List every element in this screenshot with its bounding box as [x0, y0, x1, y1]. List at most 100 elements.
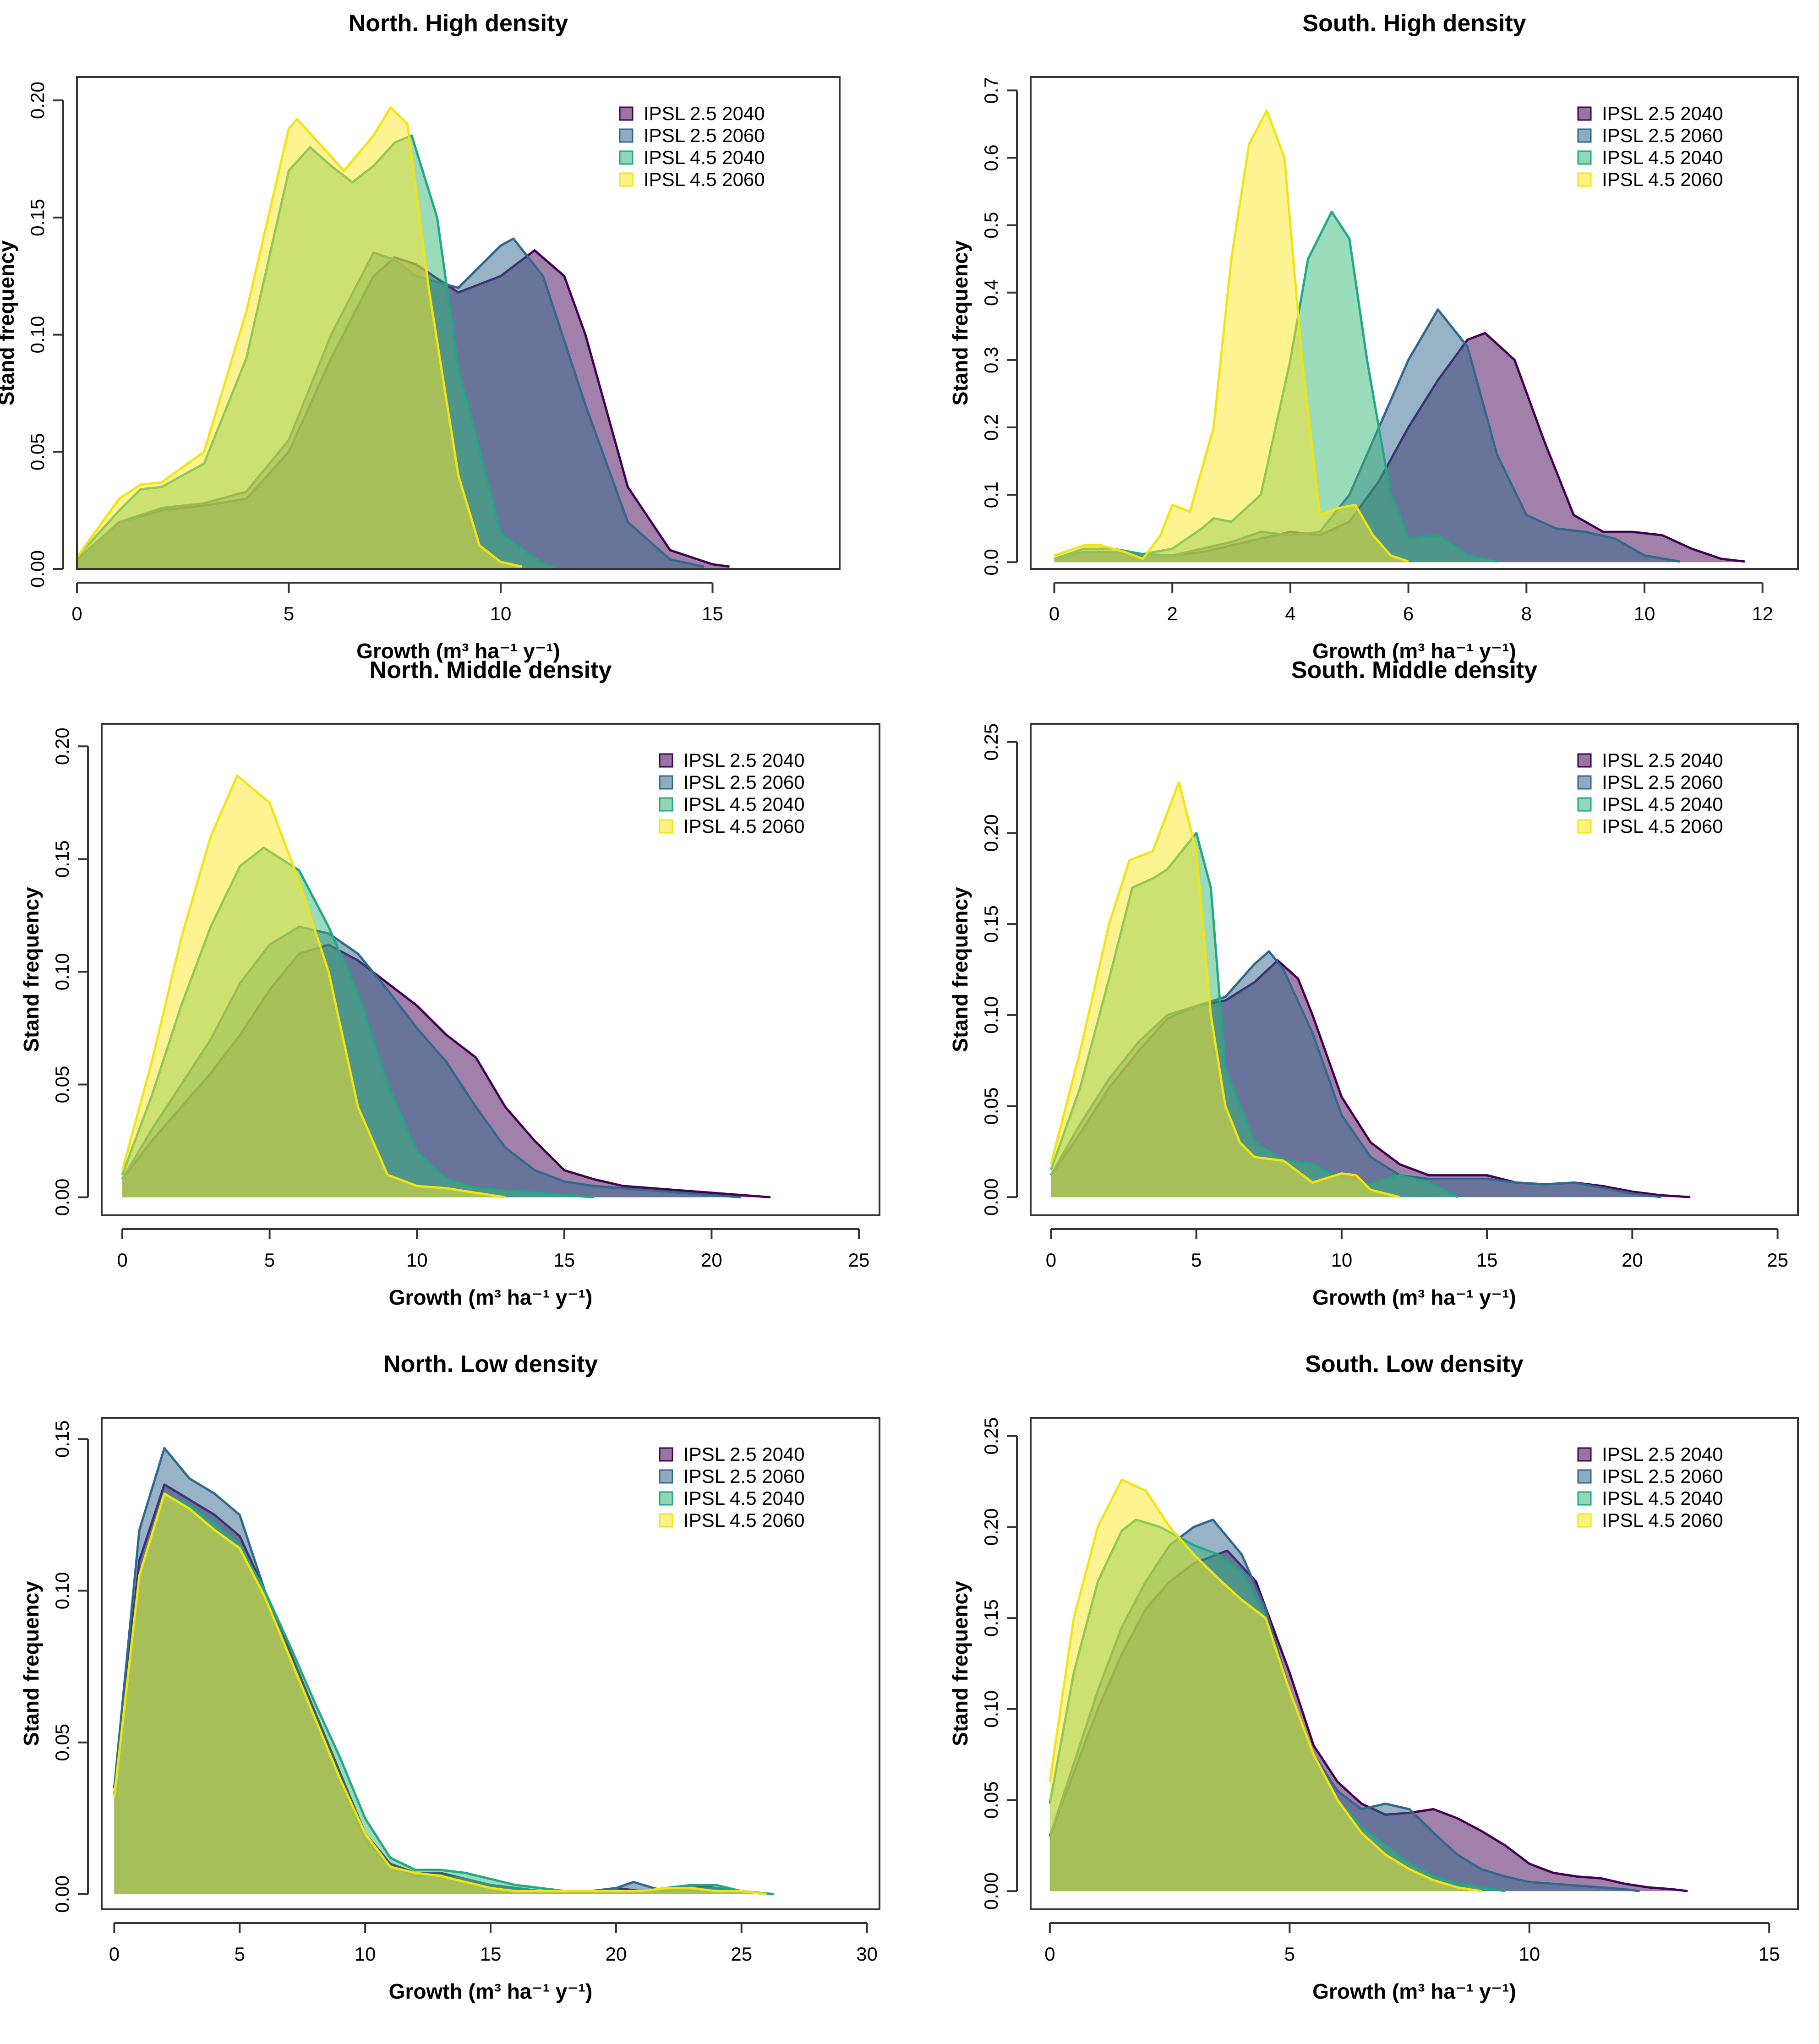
- y-tick-label: 0.4: [980, 279, 1002, 306]
- y-axis-label: Stand frequency: [19, 887, 43, 1052]
- chart-3: North. Middle density 0 5 10 15 20 25 Growth (m…: [19, 657, 880, 1309]
- x-tick-label: 0: [1049, 603, 1060, 624]
- legend-swatch-2: [1577, 775, 1592, 790]
- legend-swatch-3: [1577, 797, 1592, 812]
- legend-label-3: IPSL 4.5 2040: [1602, 1487, 1723, 1509]
- chart-2: South. High density 0 2 4 6 8 10 12 Growth (m³ h…: [948, 10, 1799, 663]
- x-tick-label: 0: [109, 1943, 120, 1965]
- series-line-4: [1049, 1478, 1482, 1892]
- legend-swatch-4: [1577, 819, 1592, 834]
- x-tick-label: 20: [701, 1249, 722, 1271]
- legend-label-3: IPSL 4.5 2040: [683, 793, 805, 815]
- chart-title: North. Middle density: [370, 657, 612, 683]
- y-tick-label: 0.00: [980, 1178, 1002, 1216]
- x-tick-label: 12: [1752, 603, 1773, 624]
- series-area-4: [77, 107, 522, 569]
- x-tick-label: 10: [490, 603, 512, 624]
- y-axis-label: Stand frequency: [0, 240, 18, 405]
- x-tick-label: 5: [1284, 1943, 1295, 1965]
- x-tick-label: 20: [606, 1943, 627, 1965]
- x-tick-label: 15: [480, 1943, 502, 1965]
- legend-swatch-4: [619, 172, 634, 187]
- x-axis-label: Growth (m³ ha⁻¹ y⁻¹): [1312, 1979, 1516, 2003]
- legend-label-4: IPSL 4.5 2060: [683, 815, 805, 837]
- y-tick-label: 0.3: [980, 347, 1002, 373]
- x-tick-label: 25: [731, 1943, 752, 1965]
- x-tick-label: 10: [355, 1943, 376, 1965]
- y-tick-label: 0.7: [980, 77, 1002, 104]
- y-tick-label: 0.20: [51, 727, 73, 765]
- x-tick-label: 8: [1521, 603, 1532, 624]
- legend-label-4: IPSL 4.5 2060: [683, 1509, 805, 1531]
- y-tick-label: 0.15: [980, 1599, 1002, 1637]
- legend-swatch-1: [1577, 106, 1592, 121]
- legend-label-4: IPSL 4.5 2060: [644, 169, 765, 190]
- series-area-4: [1054, 110, 1409, 563]
- legend-label-4: IPSL 4.5 2060: [1602, 169, 1723, 190]
- y-tick-label: 0.10: [51, 953, 73, 991]
- x-tick-label: 0: [1046, 1249, 1056, 1271]
- x-tick-label: 0: [117, 1249, 127, 1271]
- y-tick-label: 0.05: [51, 1066, 73, 1104]
- x-tick-label: 10: [1519, 1943, 1540, 1965]
- x-tick-label: 0: [71, 603, 82, 624]
- legend-label-2: IPSL 2.5 2060: [683, 1465, 805, 1487]
- y-tick-label: 0.05: [27, 433, 48, 470]
- legend-swatch-2: [619, 128, 634, 143]
- x-tick-label: 15: [1476, 1249, 1498, 1271]
- y-tick-label: 0.20: [980, 1508, 1002, 1546]
- chart-title: South. Low density: [1305, 1351, 1524, 1377]
- legend-swatch-3: [659, 797, 673, 812]
- legend-swatch-4: [659, 1513, 673, 1528]
- chart-title: North. Low density: [383, 1351, 598, 1377]
- y-tick-label: 0.10: [980, 1690, 1002, 1728]
- legend-swatch-1: [659, 1447, 673, 1462]
- legend-swatch-4: [659, 819, 673, 834]
- x-tick-label: 10: [406, 1249, 428, 1271]
- legend-swatch-3: [1577, 150, 1592, 165]
- y-tick-label: 0.05: [980, 1088, 1002, 1125]
- x-tick-label: 4: [1285, 603, 1295, 624]
- legend-swatch-4: [1577, 172, 1592, 187]
- y-tick-label: 0.25: [980, 723, 1002, 761]
- plot-frame: [101, 723, 880, 1216]
- y-tick-label: 0.05: [980, 1782, 1002, 1819]
- y-axis-label: Stand frequency: [948, 1581, 972, 1746]
- y-tick-label: 0.15: [51, 1420, 73, 1458]
- x-tick-label: 6: [1403, 603, 1414, 624]
- y-tick-label: 0.05: [51, 1724, 73, 1761]
- legend-label-1: IPSL 2.5 2040: [644, 103, 765, 124]
- legend-swatch-2: [659, 775, 673, 790]
- series-line-4: [1054, 109, 1409, 563]
- x-tick-label: 2: [1167, 603, 1178, 624]
- series-area-4: [122, 776, 506, 1197]
- y-tick-label: 0.00: [27, 550, 48, 588]
- legend-label-1: IPSL 2.5 2040: [1602, 1443, 1723, 1465]
- y-tick-label: 0.00: [980, 1872, 1002, 1910]
- series-area-4: [1051, 782, 1400, 1197]
- y-tick-label: 0.25: [980, 1417, 1002, 1455]
- legend-swatch-1: [1577, 753, 1592, 768]
- legend-label-1: IPSL 2.5 2040: [683, 749, 805, 771]
- series-line-4: [1049, 781, 1400, 1198]
- plot-frame: [1030, 1417, 1799, 1910]
- legend-label-2: IPSL 2.5 2060: [1602, 771, 1723, 793]
- chart-6: South. Low density 0 5 10 15 Growth (m³ ha⁻¹ …: [948, 1351, 1799, 2003]
- series-line-4: [76, 106, 522, 568]
- legend-label-2: IPSL 2.5 2060: [1602, 125, 1723, 146]
- chart-5: North. Low density 0 5 10 15 20 25 30 Growth (m³…: [19, 1351, 880, 2003]
- legend-swatch-2: [1577, 1469, 1592, 1484]
- x-tick-label: 5: [235, 1943, 245, 1965]
- legend-label-4: IPSL 4.5 2060: [1602, 815, 1723, 837]
- x-tick-label: 15: [553, 1249, 575, 1271]
- x-axis-label: Growth (m³ ha⁻¹ y⁻¹): [1312, 1285, 1516, 1309]
- y-tick-label: 0.2: [980, 414, 1002, 441]
- plot-frame: [76, 76, 841, 570]
- y-tick-label: 0.10: [980, 996, 1002, 1034]
- series-area-4: [1049, 1480, 1482, 1891]
